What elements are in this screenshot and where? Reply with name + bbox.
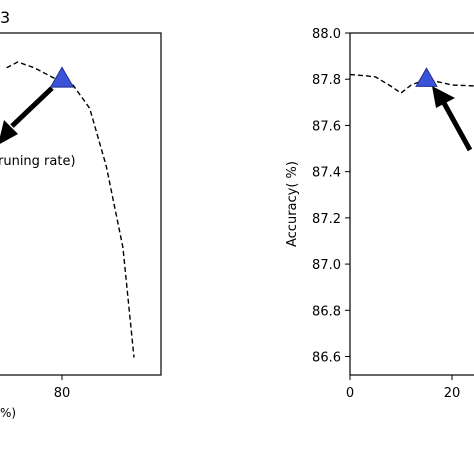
right-y-tick-label: 87.4	[312, 166, 341, 181]
right-annotation-arrow	[441, 101, 473, 152]
left-annotation-arrow	[10, 86, 54, 128]
right-y-ticks: 86.6 86.8 87.0 87.2 87.4 87.6 87.8 88.0	[312, 27, 350, 366]
right-y-tick-label: 87.2	[312, 212, 341, 227]
right-ylabel: Accuracy( %)	[285, 161, 300, 247]
right-y-tick-label: 86.6	[312, 351, 341, 366]
right-series-line	[349, 73, 474, 94]
left-x-ticks: 80	[54, 375, 71, 401]
right-y-tick-label: 87.6	[312, 119, 341, 134]
right-y-tick-label: 86.8	[312, 304, 341, 319]
left-annotation-arrowhead	[0, 120, 18, 144]
right-annotation-arrowhead	[432, 86, 455, 108]
left-annotation-text: runing rate)	[0, 154, 76, 169]
left-plot-frame	[0, 32, 162, 376]
right-y-tick-label: 88.0	[312, 27, 341, 42]
left-xlabel-fragment: %)	[0, 406, 16, 420]
right-best-marker	[415, 67, 438, 87]
left-series-line	[6, 61, 135, 358]
left-best-marker	[49, 66, 75, 88]
right-panel: 86.6 86.8 87.0 87.2 87.4 87.6 87.8 88.0 0 20 Acc…	[285, 27, 474, 401]
left-title-fragment: 3	[0, 8, 10, 27]
right-y-tick-label: 87.0	[312, 258, 341, 273]
left-x-tick-label: 80	[54, 386, 71, 401]
right-y-tick-label: 87.8	[312, 73, 341, 88]
right-x-tick-label: 20	[444, 386, 461, 401]
right-x-ticks: 0 20	[346, 375, 460, 401]
right-plot-frame	[349, 32, 474, 376]
left-panel: 3 80 %) runing rate)	[0, 8, 162, 420]
right-x-tick-label: 0	[346, 386, 354, 401]
